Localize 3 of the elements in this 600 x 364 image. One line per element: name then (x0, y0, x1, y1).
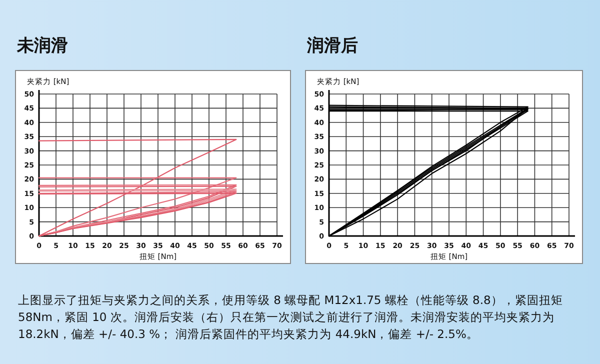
chart-title: 润滑后 (307, 35, 358, 57)
chart-title: 未润滑 (17, 35, 68, 57)
text: 上图显示了扭矩与夹紧力之间的关系，使用等级 8 螺母配 M12x1.75 螺栓（性能等级 8.8），紧固扭矩 58Nm，紧固 10 次。润滑后安装（右）只在第一次测试之前进行了润滑。未润滑安装的平均夹紧力为 18.2kN，偏差 +/- 40.3 %； 润滑后紧固件的平均夹紧力为 44.9kN，偏差 +/- 2.5%。 (18, 292, 564, 343)
